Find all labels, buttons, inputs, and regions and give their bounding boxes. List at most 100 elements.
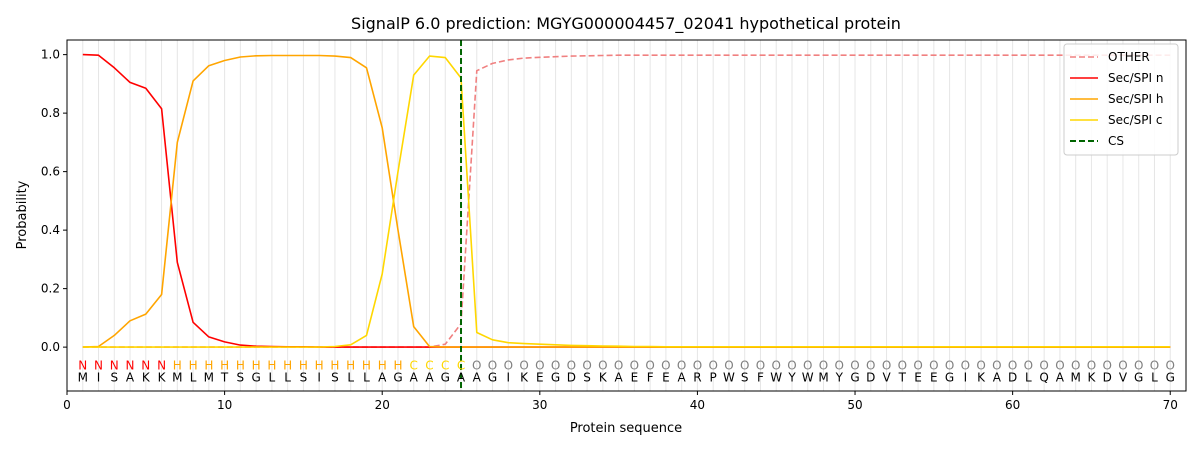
y-axis-label: Probability (15, 180, 30, 249)
region-label: O (472, 359, 481, 373)
region-label: H (330, 359, 339, 373)
residue-label: D (866, 370, 875, 384)
residue-label: I (317, 370, 321, 384)
residue-label: A (425, 370, 434, 384)
region-label: O (898, 359, 907, 373)
legend-label: Sec/SPI h (1108, 92, 1163, 106)
residue-label: A (615, 370, 624, 384)
residue-label: A (126, 370, 135, 384)
residue-label: L (284, 370, 291, 384)
region-label: O (567, 359, 576, 373)
x-tick-label: 20 (375, 398, 390, 412)
residue-label: Q (1039, 370, 1048, 384)
x-tick-label: 40 (690, 398, 705, 412)
residue-label: T (220, 370, 229, 384)
series-line-other (82, 54, 1171, 348)
region-label: C (410, 359, 418, 373)
y-tick-label: 0.4 (41, 223, 60, 237)
region-label: O (614, 359, 623, 373)
residue-label: Y (835, 370, 844, 384)
legend: OTHER Sec/SPI n Sec/SPI h Sec/SPI c CS (1063, 43, 1179, 156)
region-label: O (645, 359, 654, 373)
series-line-sec-spi-c (82, 55, 1171, 348)
series-line-sec-spi-n (82, 53, 1171, 348)
plot-frame (66, 39, 1187, 392)
residue-label: K (977, 370, 986, 384)
residue-label: Y (787, 370, 796, 384)
residue-label: E (914, 370, 922, 384)
region-label: N (157, 359, 166, 373)
residue-label: W (802, 370, 814, 384)
region-label: H (393, 359, 402, 373)
residue-label: E (536, 370, 544, 384)
region-label: N (94, 359, 103, 373)
region-label: O (850, 359, 859, 373)
region-label: O (661, 359, 670, 373)
region-label: H (204, 359, 213, 373)
region-label: C (425, 359, 433, 373)
legend-label: Sec/SPI c (1108, 113, 1162, 127)
residue-label: A (993, 370, 1002, 384)
region-label: O (1118, 359, 1127, 373)
region-label: H (362, 359, 371, 373)
region-label: H (189, 359, 198, 373)
residue-label: M (1070, 370, 1080, 384)
residue-label: E (930, 370, 938, 384)
region-label: O (1134, 359, 1143, 373)
y-tick-label: 0.8 (41, 106, 60, 120)
region-label: O (708, 359, 717, 373)
region-label: N (141, 359, 150, 373)
region-label: O (693, 359, 702, 373)
region-label: C (441, 359, 449, 373)
region-label: O (945, 359, 954, 373)
y-tick-label: 1.0 (41, 48, 60, 62)
x-tick-label: 70 (1163, 398, 1178, 412)
residue-label: T (898, 370, 907, 384)
region-label: O (976, 359, 985, 373)
region-label: O (1166, 359, 1175, 373)
residue-label: G (850, 370, 859, 384)
region-label: O (803, 359, 812, 373)
residue-label: L (1025, 370, 1032, 384)
x-tick-label: 30 (532, 398, 547, 412)
residue-label: G (393, 370, 402, 384)
legend-label: OTHER (1108, 50, 1150, 64)
residue-label: K (520, 370, 529, 384)
region-label: H (173, 359, 182, 373)
region-label: O (598, 359, 607, 373)
region-label: O (1150, 359, 1159, 373)
residue-label: A (1056, 370, 1065, 384)
residue-label: S (237, 370, 245, 384)
region-label: H (267, 359, 276, 373)
residue-label: S (741, 370, 749, 384)
region-label: O (929, 359, 938, 373)
region-label: O (677, 359, 686, 373)
residue-label: L (347, 370, 354, 384)
residue-label: A (457, 370, 466, 384)
legend-label: Sec/SPI n (1108, 71, 1163, 85)
region-label: O (519, 359, 528, 373)
vertical-grid (82, 40, 1171, 391)
residue-label: M (204, 370, 214, 384)
residue-label: G (251, 370, 260, 384)
series-lines (82, 40, 1171, 391)
residue-label: K (1087, 370, 1096, 384)
residue-label: D (1103, 370, 1112, 384)
legend-box (1063, 43, 1179, 156)
residue-label: V (882, 370, 891, 384)
residue-label: K (599, 370, 608, 384)
region-label: O (866, 359, 875, 373)
residue-label: S (300, 370, 308, 384)
region-label: O (504, 359, 513, 373)
region-label: O (488, 359, 497, 373)
residue-label: S (331, 370, 339, 384)
region-label: N (110, 359, 119, 373)
y-tick-label: 0.0 (41, 340, 60, 354)
residue-label: L (363, 370, 370, 384)
region-label: O (1055, 359, 1064, 373)
residue-label: W (723, 370, 735, 384)
region-label: O (882, 359, 891, 373)
region-label: O (1087, 359, 1096, 373)
legend-label: CS (1108, 134, 1124, 148)
